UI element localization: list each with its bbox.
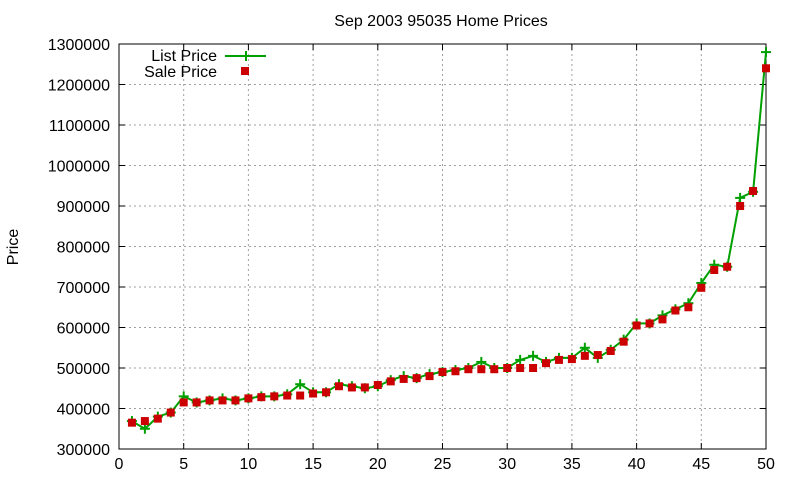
point-sale-price	[140, 417, 149, 426]
x-tick-label: 5	[179, 456, 188, 473]
point-sale-price	[580, 351, 589, 360]
point-list-price	[579, 342, 590, 353]
y-tick-label: 700000	[57, 280, 110, 297]
plot-frame	[118, 43, 767, 450]
point-sale-price	[503, 364, 512, 372]
x-axis-tick-labels: 0 5 10 15 20 25 30 35 40 45 50	[115, 456, 775, 473]
point-sale-price	[360, 383, 369, 392]
point-list-price	[139, 423, 150, 434]
x-tick-label: 35	[563, 456, 581, 473]
y-tick-label: 600000	[57, 321, 110, 338]
point-sale-price	[684, 303, 693, 312]
x-tick-label: 40	[628, 456, 646, 473]
point-sale-price	[658, 315, 667, 324]
point-list-price	[295, 379, 306, 390]
x-tick-label: 15	[304, 456, 322, 473]
point-sale-price	[671, 306, 680, 315]
point-sale-price	[451, 367, 460, 376]
y-axis-label: Price	[5, 229, 22, 266]
point-sale-price	[153, 414, 162, 423]
point-sale-price	[296, 391, 305, 400]
legend-label-sale-price: Sale Price	[144, 64, 217, 81]
point-sale-price	[606, 346, 615, 355]
y-tick-label: 1200000	[48, 78, 110, 95]
x-tick-label: 25	[434, 456, 452, 473]
point-sale-price	[192, 398, 201, 407]
point-sale-price	[516, 364, 525, 372]
y-tick-label: 300000	[57, 442, 110, 459]
chart-title: Sep 2003 95035 Home Prices	[334, 13, 547, 30]
point-sale-price	[205, 396, 214, 405]
point-sale-price	[477, 365, 486, 374]
y-tick-label: 500000	[57, 361, 110, 378]
point-sale-price	[412, 374, 421, 383]
y-tick-label: 1000000	[48, 159, 110, 176]
point-sale-price	[257, 393, 266, 402]
point-sale-price	[710, 265, 719, 274]
x-tick-label: 30	[498, 456, 516, 473]
point-sale-price	[593, 351, 602, 360]
point-sale-price	[490, 365, 499, 374]
point-sale-price	[270, 392, 279, 401]
point-sale-price	[386, 377, 395, 386]
point-sale-price	[542, 359, 551, 368]
point-sale-price	[309, 389, 318, 398]
point-sale-price	[723, 262, 732, 271]
legend: List Price Sale Price	[144, 48, 266, 81]
x-tick-label: 10	[240, 456, 258, 473]
point-list-price	[761, 47, 771, 58]
point-sale-price	[425, 372, 434, 381]
x-tick-label: 0	[115, 456, 124, 473]
y-axis-tick-labels: 300000 400000 500000 600000 700000 800000 9000…	[48, 37, 110, 459]
point-sale-price	[244, 394, 253, 403]
point-sale-price	[166, 408, 175, 417]
point-sale-price	[567, 355, 576, 364]
point-sale-price	[218, 396, 227, 405]
legend-marker-sale-price	[241, 67, 249, 75]
x-tick-label: 20	[369, 456, 387, 473]
point-sale-price	[438, 368, 447, 377]
point-sale-price	[334, 382, 343, 391]
series	[126, 47, 771, 434]
legend-label-list-price: List Price	[151, 48, 217, 65]
point-sale-price	[231, 396, 240, 405]
point-sale-price	[619, 337, 628, 346]
point-list-price	[528, 350, 539, 361]
point-sale-price	[645, 319, 654, 328]
point-sale-price	[529, 364, 538, 372]
point-sale-price	[697, 283, 706, 292]
point-sale-price	[749, 187, 758, 196]
x-tick-label: 50	[757, 456, 775, 473]
y-tick-label: 800000	[57, 240, 110, 257]
point-sale-price	[554, 355, 563, 364]
point-sale-price	[347, 383, 356, 392]
point-sale-price	[762, 64, 770, 73]
x-tick-label: 45	[692, 456, 710, 473]
series-sale-price	[127, 64, 770, 427]
point-list-price	[515, 354, 526, 365]
y-tick-label: 900000	[57, 199, 110, 216]
legend-marker-list-price	[241, 51, 251, 61]
point-sale-price	[283, 391, 292, 400]
point-sale-price	[322, 388, 331, 397]
point-sale-price	[179, 398, 188, 407]
point-sale-price	[399, 374, 408, 383]
point-sale-price	[464, 365, 473, 374]
point-sale-price	[373, 381, 382, 390]
point-sale-price	[736, 202, 745, 210]
y-tick-label: 400000	[57, 402, 110, 419]
point-sale-price	[632, 321, 641, 330]
y-tick-label: 1100000	[49, 118, 110, 135]
point-list-price	[735, 192, 746, 203]
point-sale-price	[127, 418, 136, 427]
y-tick-label: 1300000	[48, 37, 110, 54]
